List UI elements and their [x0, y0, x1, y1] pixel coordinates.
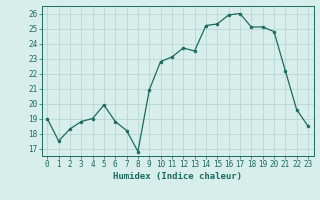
X-axis label: Humidex (Indice chaleur): Humidex (Indice chaleur): [113, 172, 242, 181]
